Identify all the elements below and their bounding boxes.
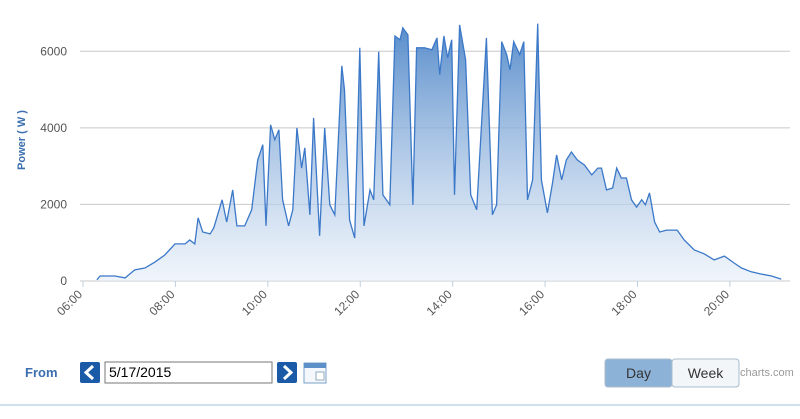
- next-button[interactable]: [277, 362, 297, 383]
- calendar-icon[interactable]: [303, 362, 327, 384]
- range-button-label: Week: [688, 365, 725, 381]
- prev-button[interactable]: [80, 362, 100, 383]
- date-value: 5/17/2015: [109, 364, 171, 380]
- x-tick-label: 08:00: [146, 287, 177, 318]
- range-button[interactable]: [671, 358, 740, 388]
- x-tick-label: 16:00: [516, 287, 547, 318]
- x-tick-label: 12:00: [331, 287, 362, 318]
- x-tick-label: 10:00: [239, 287, 270, 318]
- x-tick-label: 20:00: [701, 287, 732, 318]
- range-button-label: Day: [626, 365, 651, 381]
- x-tick-label: 18:00: [608, 287, 639, 318]
- y-tick-label: 2000: [40, 197, 67, 211]
- area-line: [96, 23, 782, 281]
- plot-area: 0 2000 4000 6000 06:00 08:00 10:00 12:00 14:00 16…: [40, 23, 790, 318]
- area-fill: [96, 23, 782, 281]
- y-tick-label: 0: [60, 274, 67, 288]
- date-input[interactable]: [104, 361, 273, 384]
- credit: charts.com: [740, 367, 794, 379]
- y-tick-label: 6000: [40, 44, 67, 58]
- y-tick-label: 4000: [40, 121, 67, 135]
- x-tick-label: 14:00: [424, 287, 455, 318]
- from-label: From: [25, 365, 58, 380]
- x-tick-label: 06:00: [54, 287, 85, 318]
- y-axis-label: Power ( W ): [16, 110, 28, 170]
